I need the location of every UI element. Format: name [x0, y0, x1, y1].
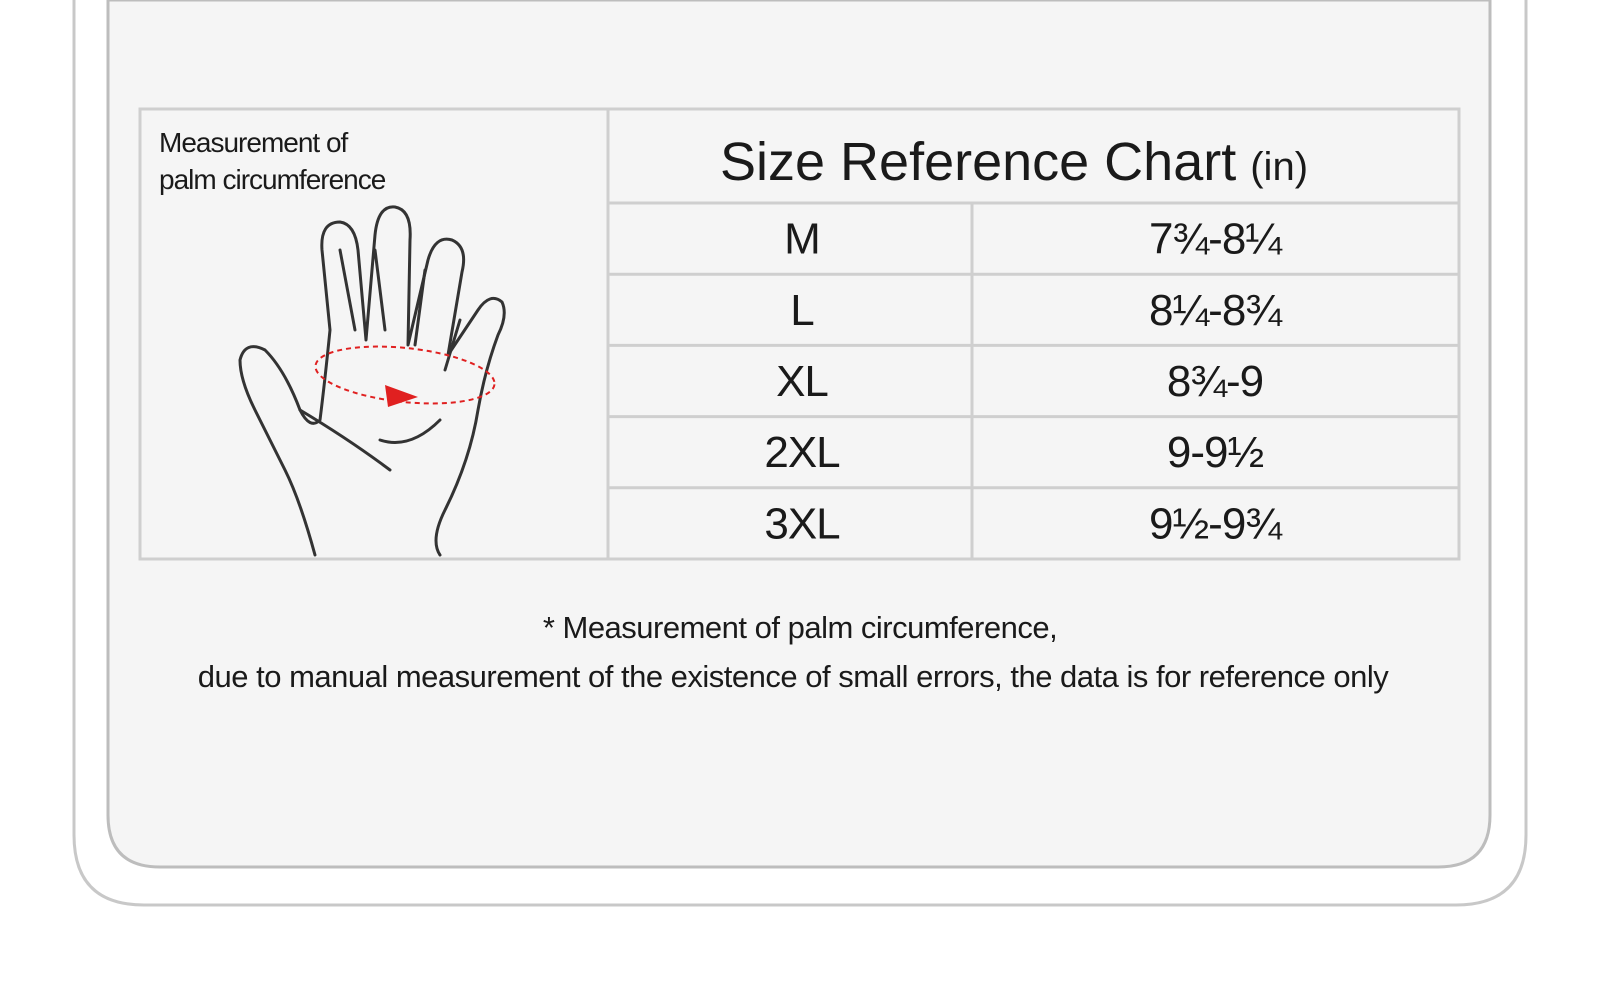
- size-cell: 3XL: [764, 499, 840, 548]
- hand-illustration: [238, 205, 506, 557]
- footnote-line: * Measurement of palm circumference,: [543, 610, 1057, 645]
- size-cell: M: [784, 215, 820, 264]
- title-text: Size Reference Chart: [720, 132, 1236, 192]
- range-cell: 9-9½: [1167, 428, 1264, 477]
- size-cell: 2XL: [764, 428, 840, 477]
- footnote-line: due to manual measurement of the existen…: [198, 659, 1389, 694]
- size-cell: XL: [776, 357, 828, 406]
- range-cell: 8¼-8¾: [1149, 286, 1283, 335]
- title-unit: (in): [1250, 145, 1308, 189]
- measure-arrow: [385, 385, 418, 407]
- measure-loop: [314, 345, 496, 405]
- range-cell: 8¾-9: [1167, 357, 1263, 406]
- size-cell: L: [790, 286, 814, 335]
- table-title: Size Reference Chart (in): [720, 132, 1308, 192]
- label-line: Measurement of: [159, 127, 349, 158]
- range-cell: 7¾-8¼: [1149, 215, 1283, 264]
- range-cell: 9½-9¾: [1149, 499, 1283, 548]
- label-line: palm circumference: [159, 164, 386, 195]
- table-border: [138, 107, 1461, 561]
